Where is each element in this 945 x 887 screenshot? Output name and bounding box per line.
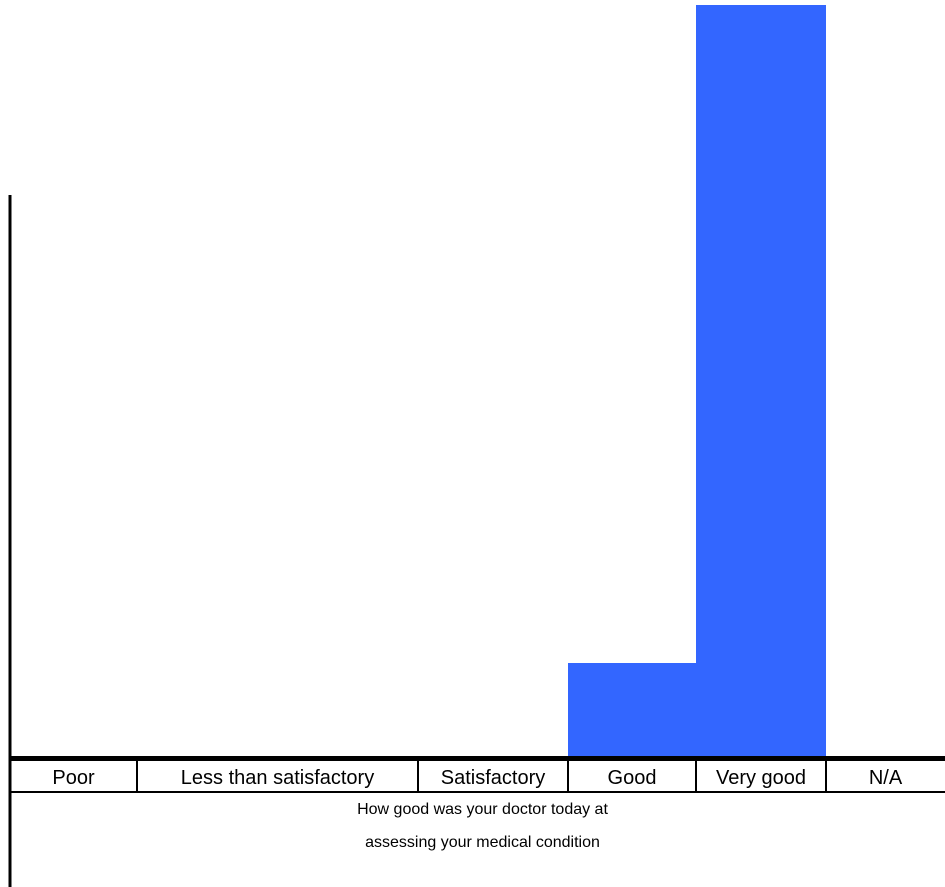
category-label-satisfactory: Satisfactory (440, 767, 546, 789)
category-label-poor: Poor (52, 767, 95, 789)
x-axis-title-line-2: assessing your medical condition (365, 834, 600, 851)
category-label-very-good: Very good (715, 767, 807, 789)
bars-group (568, 5, 826, 757)
bar-good (568, 663, 696, 757)
category-dividers (136, 760, 827, 792)
category-label-less-than-satisfactory: Less than satisfactory (180, 767, 375, 789)
x-axis-title-line-1: How good was your doctor today at (357, 801, 608, 818)
category-label-n-a: N/A (868, 767, 903, 789)
bar-very-good (696, 5, 826, 757)
category-label-good: Good (607, 767, 657, 789)
